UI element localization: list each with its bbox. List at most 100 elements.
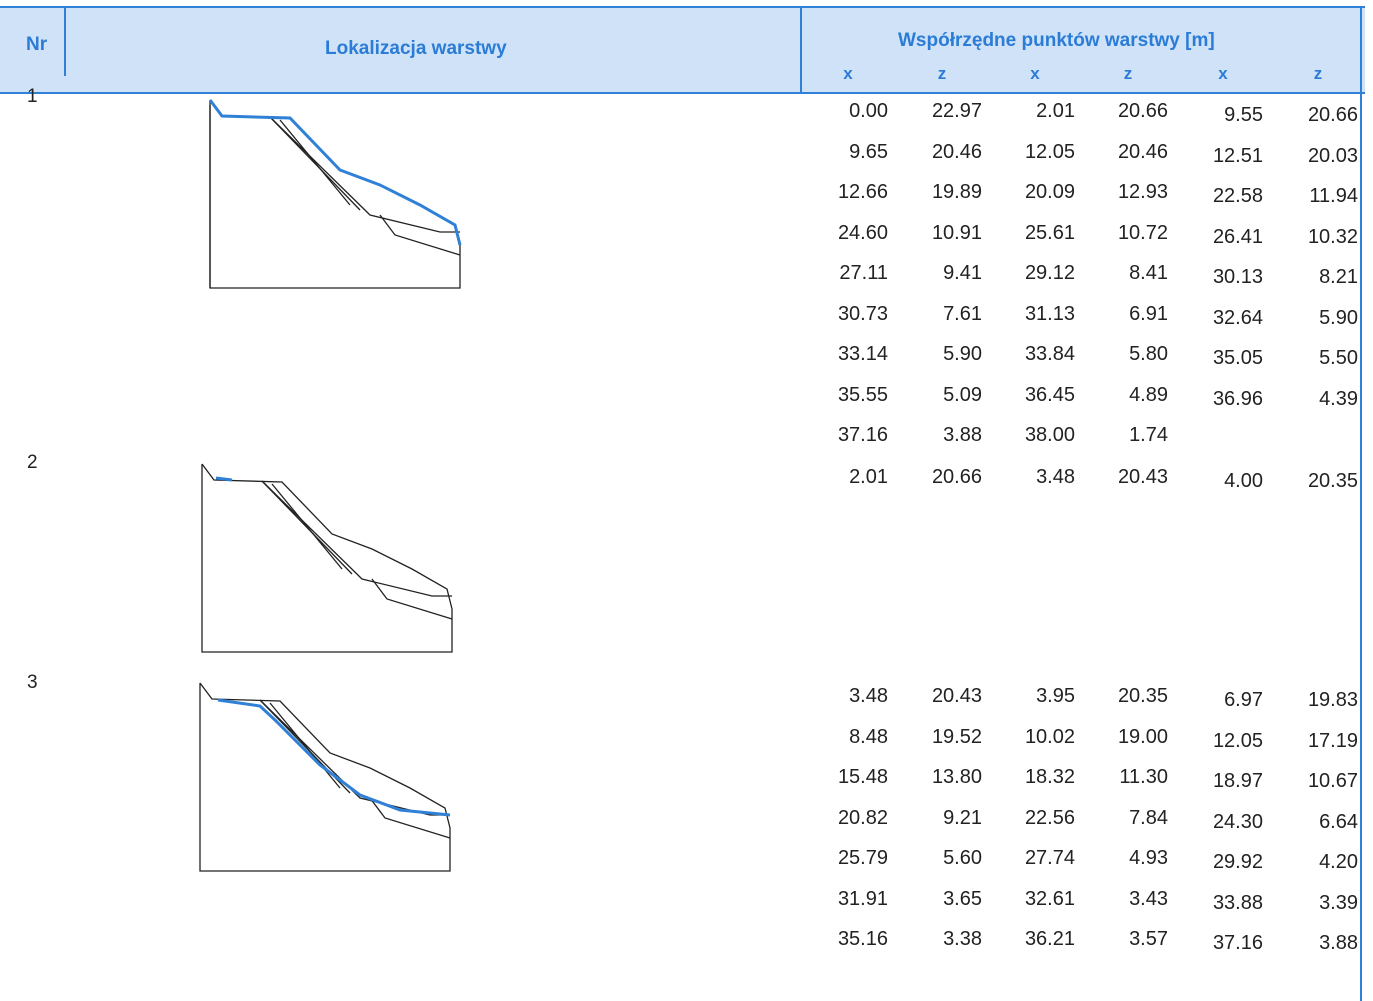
coordinate: 11.30 (1119, 766, 1168, 788)
coordinate: 9.65 (849, 140, 888, 163)
coordinate: 2.01 (1036, 100, 1075, 122)
coordinate: 9.21 (943, 806, 982, 829)
coordinate: 4.39 (1319, 387, 1358, 410)
coordinate: 18.32 (1024, 766, 1075, 788)
coordinate: 36.45 (1024, 383, 1075, 406)
coordinate: 3.88 (943, 424, 982, 446)
coordinate: 20.03 (1307, 144, 1358, 167)
coordinate: 29.92 (1212, 851, 1263, 873)
coordinate: 20.66 (1307, 104, 1358, 126)
coordinate: 7.84 (1129, 806, 1168, 829)
subheader: x (1030, 64, 1040, 83)
coordinate: 4.20 (1319, 851, 1358, 873)
coordinate: 31.13 (1024, 302, 1075, 325)
coordinate: 33.88 (1212, 891, 1263, 914)
layer-line-2 (215, 476, 233, 482)
coordinate: 19.00 (1117, 725, 1168, 748)
coordinate: 8.48 (849, 725, 888, 748)
slope-3 (199, 682, 451, 872)
coordinate: 6.64 (1319, 810, 1358, 833)
coordinate: 19.89 (931, 181, 982, 203)
coordinate: 9.41 (943, 262, 982, 284)
table-header (0, 6, 1365, 94)
coordinate: 3.95 (1036, 685, 1075, 707)
coordinate: 30.13 (1212, 266, 1263, 288)
coordinate: 27.74 (1024, 847, 1075, 869)
coordinate: 20.46 (1117, 140, 1168, 163)
coordinate: 0.00 (849, 100, 888, 122)
coordinate: 8.21 (1319, 266, 1358, 288)
coordinate: 12.51 (1212, 144, 1263, 167)
coordinate: 31.91 (837, 887, 888, 910)
coordinate: 32.64 (1212, 306, 1263, 329)
coordinate: 35.05 (1212, 347, 1263, 369)
coordinate: 10.72 (1117, 221, 1168, 244)
coordinate: 37.16 (837, 424, 888, 446)
coordinate: 10.32 (1307, 225, 1358, 248)
coordinate: 1.74 (1129, 424, 1168, 446)
coordinate: 20.35 (1117, 685, 1168, 707)
coordinate: 20.66 (1117, 100, 1168, 122)
coordinate: 7.61 (943, 302, 982, 325)
coordinate: 33.14 (837, 343, 888, 365)
subheader: z (1123, 64, 1133, 83)
coordinate: 6.97 (1224, 689, 1263, 711)
subheader: z (1313, 64, 1323, 83)
coordinate: 26.41 (1212, 225, 1263, 248)
coordinate: 19.83 (1307, 689, 1358, 711)
coordinate: 24.30 (1212, 810, 1263, 833)
coordinate: 30.73 (837, 302, 888, 325)
layer-number: 3 (27, 672, 38, 693)
coordinate: 37.16 (1212, 932, 1263, 954)
coordinate: 12.93 (1117, 181, 1168, 203)
coordinate: 5.80 (1129, 343, 1168, 365)
coordinate: 3.48 (1036, 466, 1075, 488)
layer-number: 2 (27, 452, 38, 473)
coordinate: 20.35 (1307, 470, 1358, 492)
coordinate: 5.60 (943, 847, 982, 869)
subheader: x (843, 64, 853, 83)
header-location: Lokalizacja warstwy (325, 38, 507, 59)
coordinate: 4.93 (1129, 847, 1168, 869)
coordinate: 35.16 (837, 928, 888, 950)
coordinate: 4.00 (1224, 470, 1263, 492)
coordinate: 18.97 (1212, 770, 1263, 792)
right-border (1360, 8, 1362, 1001)
coordinate: 29.12 (1024, 262, 1075, 284)
coordinate: 33.84 (1024, 343, 1075, 365)
coordinate: 20.43 (931, 685, 982, 707)
coordinate: 5.09 (943, 383, 982, 406)
coordinate: 22.56 (1024, 806, 1075, 829)
coordinate: 5.90 (1319, 306, 1358, 329)
slope-2 (201, 463, 453, 653)
coordinate: 4.89 (1129, 383, 1168, 406)
header-coordinates: Współrzędne punktów warstwy [m] (898, 30, 1215, 51)
coordinate: 2.01 (849, 466, 888, 488)
coordinate: 13.80 (931, 766, 982, 788)
coordinate: 27.11 (839, 262, 888, 284)
coordinate: 20.46 (931, 140, 982, 163)
coordinate: 19.52 (931, 725, 982, 748)
coordinate: 10.91 (931, 221, 982, 244)
coordinate: 6.91 (1129, 302, 1168, 325)
coordinate: 38.00 (1024, 424, 1075, 446)
coordinate: 32.61 (1024, 887, 1075, 910)
layer-line-1 (208, 99, 462, 246)
subheader: z (937, 64, 947, 83)
coordinate: 3.43 (1129, 887, 1168, 910)
coordinate: 35.55 (837, 383, 888, 406)
subheader: x (1218, 64, 1228, 83)
coordinate: 3.88 (1319, 932, 1358, 954)
coordinate: 8.41 (1129, 262, 1168, 284)
coordinate: 5.50 (1319, 347, 1358, 369)
coordinate: 3.48 (849, 685, 888, 707)
divider (64, 8, 66, 76)
coordinate: 15.48 (837, 766, 888, 788)
coordinate: 20.43 (1117, 466, 1168, 488)
coordinate: 3.39 (1319, 891, 1358, 914)
coordinate: 10.02 (1024, 725, 1075, 748)
layer-number: 1 (27, 86, 38, 107)
coordinate: 12.66 (837, 181, 888, 203)
